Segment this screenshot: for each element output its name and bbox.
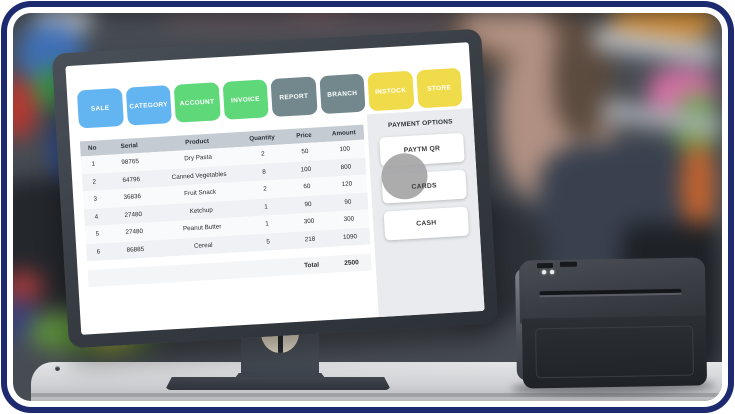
table-cell: 1	[91, 160, 96, 169]
payment-button-label: PAYTM QR	[403, 145, 441, 155]
nav-button-account[interactable]: ACCOUNT	[173, 82, 221, 123]
table-cell: 90	[344, 198, 352, 206]
table-cell: 2	[263, 185, 267, 193]
store-photo: SALE CATEGORY ACCOUNT INVOICE REPORT BRANCH IN…	[13, 13, 722, 401]
counter-front-edge	[31, 393, 722, 397]
pos-screen: SALE CATEGORY ACCOUNT INVOICE REPORT BRANCH IN…	[65, 42, 485, 335]
nav-button-store[interactable]: STORE	[415, 67, 463, 109]
total-value: 2500	[344, 259, 359, 268]
nav-button-category[interactable]: CATEGORY	[125, 85, 172, 126]
column-header-quantity: Quantity	[249, 133, 275, 143]
table-cell: 64796	[122, 175, 141, 184]
printer-vent	[559, 261, 578, 267]
column-header-amount: Amount	[331, 129, 356, 138]
monitor-stand-base	[165, 377, 391, 390]
table-cell: 300	[343, 215, 355, 224]
payment-button-label: CASH	[416, 219, 437, 228]
table-cell: 218	[304, 235, 316, 244]
total-label: Total	[303, 261, 320, 270]
order-table: No Serial Product Quantity Price Amount 1 9876…	[79, 124, 373, 288]
payment-options-title: PAYMENT OPTIONS	[387, 118, 453, 130]
nav-button-report[interactable]: REPORT	[270, 76, 318, 118]
nav-button-branch[interactable]: BRANCH	[318, 73, 366, 115]
receipt-printer	[510, 257, 716, 397]
printer-vent	[536, 263, 554, 269]
table-cell: 8	[262, 168, 266, 176]
counter-screw	[55, 366, 60, 371]
table-cell: Dry Pasta	[184, 153, 213, 163]
table-body: 1 98765 Dry Pasta 2 50 100 2 64796 Canned Vegeta…	[80, 139, 371, 262]
table-cell: 98765	[121, 158, 140, 167]
table-cell: 100	[339, 145, 351, 154]
table-cell: 36836	[123, 193, 142, 202]
column-header-serial: Serial	[120, 142, 138, 151]
table-cell: 120	[341, 180, 353, 189]
table-cell: 90	[304, 200, 312, 209]
table-cell: 27480	[125, 228, 144, 237]
table-cell: 300	[303, 217, 315, 226]
nav-button-instock[interactable]: INSTOCK	[367, 70, 415, 112]
table-cell: Peanut Butter	[182, 223, 222, 233]
status-led	[542, 270, 547, 275]
table-cell: 1090	[342, 232, 358, 241]
table-cell: 1	[264, 203, 269, 211]
table-cell: 6	[96, 248, 101, 256]
table-cell: 50	[301, 148, 309, 156]
table-cell: 100	[300, 165, 312, 174]
table-cell: 3	[93, 195, 98, 204]
table-cell: 86885	[126, 245, 145, 254]
payment-options-panel: PAYMENT OPTIONS PAYTM QR CARDS CASH	[366, 108, 485, 318]
table-cell: 1	[265, 220, 270, 228]
table-cell: Cereal	[193, 241, 213, 250]
table-cell: Ketchup	[189, 206, 213, 215]
nav-button-sale[interactable]: SALE	[76, 87, 124, 129]
payment-button-label: CARDS	[411, 182, 437, 191]
column-header-product: Product	[185, 137, 210, 147]
table-cell: Fruit Snack	[184, 188, 217, 198]
column-header-price: Price	[296, 131, 312, 140]
table-cell: 5	[266, 238, 271, 246]
table-cell: 5	[95, 230, 100, 238]
pos-monitor: SALE CATEGORY ACCOUNT INVOICE REPORT BRANCH IN…	[51, 28, 499, 349]
table-cell: 2	[260, 150, 265, 159]
table-cell: Canned Vegetables	[171, 170, 227, 181]
column-header-no: No	[87, 144, 97, 153]
printer-front-panel	[521, 315, 708, 389]
table-cell: 27480	[124, 210, 143, 219]
payment-button-cash[interactable]: CASH	[383, 206, 470, 241]
table-cell: 60	[303, 183, 311, 191]
table-cell: 800	[340, 163, 352, 171]
table-cell: 4	[94, 213, 99, 221]
nav-button-invoice[interactable]: INVOICE	[222, 79, 269, 120]
table-cell: 2	[92, 178, 97, 186]
status-led	[550, 270, 555, 275]
